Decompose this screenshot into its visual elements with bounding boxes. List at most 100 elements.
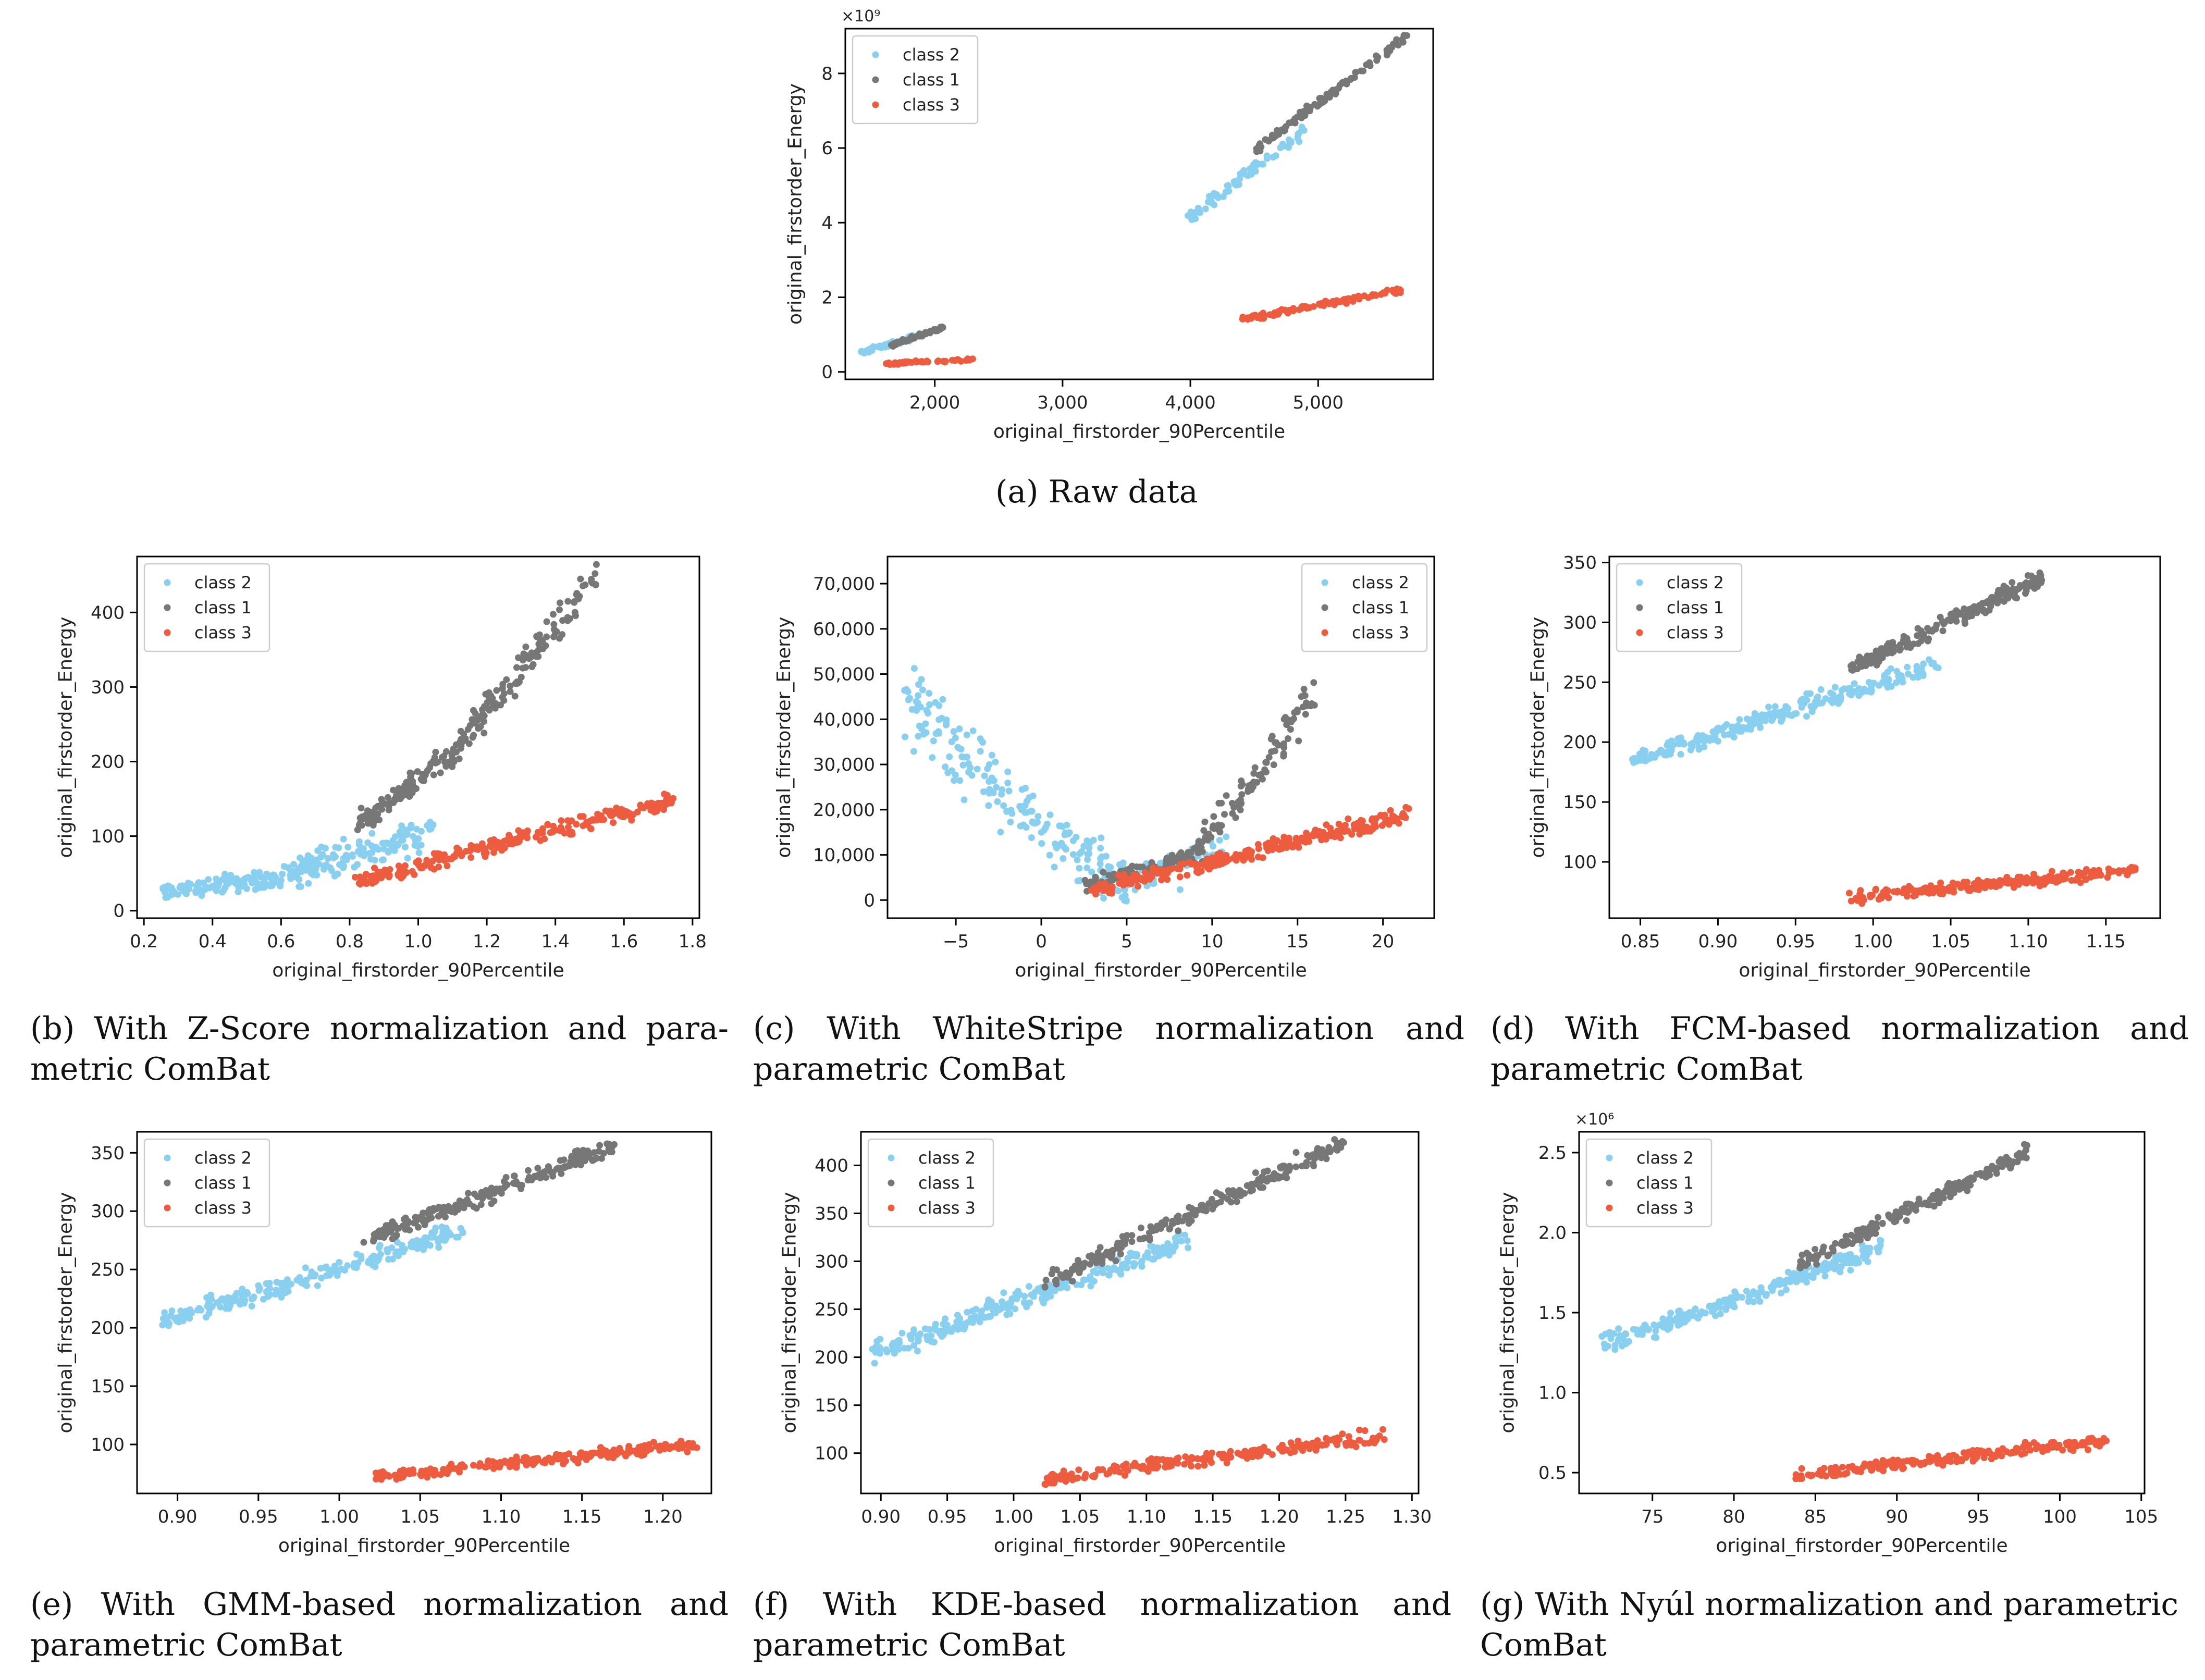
chart-g: 75 80 85 90 95 100 1050.51.01.52.02.5original_… <box>1497 1110 2159 1557</box>
y-tick-label: 300 <box>815 1252 848 1273</box>
data-point-class3 <box>1111 1462 1118 1469</box>
data-point-class1 <box>370 1236 377 1243</box>
data-point-class1 <box>477 713 484 720</box>
data-point-class2 <box>969 727 977 734</box>
legend-marker <box>888 1179 895 1187</box>
data-point-class3 <box>576 1450 584 1457</box>
legend-box <box>1301 563 1428 652</box>
data-point-class3 <box>1256 1446 1263 1453</box>
data-point-class3 <box>2010 1449 2017 1456</box>
data-point-class3 <box>467 854 475 861</box>
data-point-class2 <box>986 761 993 768</box>
data-point-class1 <box>1924 625 1931 632</box>
data-point-class1 <box>559 631 566 638</box>
data-point-class2 <box>1121 897 1128 904</box>
data-point-class1 <box>1237 783 1245 790</box>
legend-marker <box>1636 629 1643 636</box>
data-point-class2 <box>964 1308 971 1316</box>
data-point-class3 <box>1368 1438 1375 1445</box>
data-point-class3 <box>1963 883 1970 890</box>
data-point-class1 <box>1939 627 1947 635</box>
data-point-class1 <box>1901 634 1908 641</box>
data-point-class3 <box>1223 1459 1230 1466</box>
x-tick-label: 1.0 <box>404 931 432 952</box>
data-point-class2 <box>331 872 338 880</box>
data-point-class3 <box>368 879 376 886</box>
data-point-class1 <box>1053 1276 1060 1283</box>
data-point-class3 <box>361 878 368 885</box>
data-point-class2 <box>217 1297 224 1304</box>
data-point-class2 <box>326 1271 333 1279</box>
data-point-class1 <box>910 333 918 341</box>
data-point-class1 <box>1298 693 1305 700</box>
data-point-class2 <box>1750 1298 1757 1305</box>
data-point-class3 <box>1194 1455 1202 1463</box>
data-point-class3 <box>423 857 430 864</box>
y-offset-text: ×10⁹ <box>841 7 880 26</box>
data-point-class2 <box>302 1264 309 1271</box>
data-point-class2 <box>1003 1311 1011 1318</box>
data-point-class1 <box>512 1178 520 1185</box>
y-tick-label: 6 <box>821 138 833 159</box>
data-point-class3 <box>533 1457 540 1464</box>
data-point-class2 <box>435 1239 442 1246</box>
data-point-class2 <box>1888 683 1895 690</box>
data-point-class3 <box>569 829 575 836</box>
data-point-class2 <box>1847 1267 1854 1274</box>
data-point-class2 <box>1676 1319 1683 1327</box>
x-tick-label: 15 <box>1286 931 1309 952</box>
data-point-class2 <box>877 1336 884 1343</box>
data-point-class1 <box>489 700 497 707</box>
legend-label: class 2 <box>1667 573 1724 592</box>
data-point-class1 <box>550 611 557 618</box>
data-point-class1 <box>606 1148 613 1155</box>
data-point-class1 <box>525 1167 532 1174</box>
data-point-class3 <box>1201 1462 1208 1469</box>
data-point-class2 <box>308 869 315 876</box>
data-point-class1 <box>543 618 550 625</box>
data-point-class1 <box>543 633 550 640</box>
data-point-class2 <box>399 836 406 844</box>
data-point-class2 <box>984 787 992 795</box>
data-point-class2 <box>383 839 390 847</box>
legend-box <box>1616 563 1743 652</box>
data-point-class3 <box>1798 1465 1805 1472</box>
data-point-class2 <box>1745 716 1753 723</box>
data-point-class2 <box>338 1265 345 1273</box>
data-point-class1 <box>1092 873 1099 881</box>
data-point-class2 <box>1611 1346 1619 1353</box>
data-point-class2 <box>1225 188 1233 195</box>
data-point-class2 <box>255 1282 262 1289</box>
data-point-class2 <box>1086 850 1093 857</box>
data-point-class2 <box>304 852 312 859</box>
data-point-class1 <box>1112 1257 1119 1265</box>
data-point-class3 <box>1297 1442 1304 1450</box>
data-point-class3 <box>1203 1450 1210 1457</box>
data-point-class2 <box>1784 705 1792 712</box>
data-point-class2 <box>928 1338 935 1345</box>
data-point-class3 <box>1364 827 1372 835</box>
data-point-class2 <box>977 735 984 743</box>
data-point-class2 <box>1030 1293 1037 1300</box>
data-point-class2 <box>902 733 908 740</box>
data-point-class2 <box>1105 1271 1112 1279</box>
data-point-class2 <box>260 883 267 891</box>
x-tick-label: 5 <box>1121 931 1132 952</box>
data-point-class3 <box>1120 881 1127 888</box>
data-point-class3 <box>600 1447 607 1454</box>
data-point-class1 <box>2021 1141 2028 1148</box>
data-point-class2 <box>1673 1315 1680 1322</box>
data-point-class3 <box>490 849 497 856</box>
data-point-class1 <box>558 1170 565 1177</box>
data-point-class3 <box>2072 876 2079 884</box>
data-point-class1 <box>389 1235 396 1242</box>
data-point-class3 <box>395 871 402 878</box>
data-point-class2 <box>1056 841 1064 848</box>
data-point-class2 <box>858 348 865 355</box>
data-point-class3 <box>1121 1472 1128 1479</box>
data-point-class1 <box>1892 1217 1900 1225</box>
data-point-class1 <box>570 1156 576 1163</box>
data-point-class3 <box>620 813 627 820</box>
